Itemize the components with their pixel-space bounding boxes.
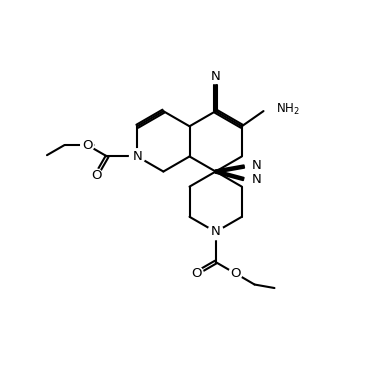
Circle shape [130, 149, 145, 164]
Circle shape [190, 267, 203, 280]
Circle shape [81, 138, 94, 152]
Text: NH$_2$: NH$_2$ [276, 102, 300, 117]
Text: N: N [132, 150, 142, 163]
Text: O: O [82, 138, 93, 151]
Text: N: N [252, 159, 262, 172]
Text: O: O [191, 267, 202, 280]
Text: N: N [251, 173, 261, 186]
Circle shape [89, 169, 103, 182]
Text: N: N [211, 226, 220, 238]
Text: O: O [230, 267, 241, 280]
Text: N: N [211, 70, 220, 83]
Circle shape [229, 267, 242, 280]
Circle shape [208, 224, 223, 240]
Text: O: O [91, 169, 101, 182]
